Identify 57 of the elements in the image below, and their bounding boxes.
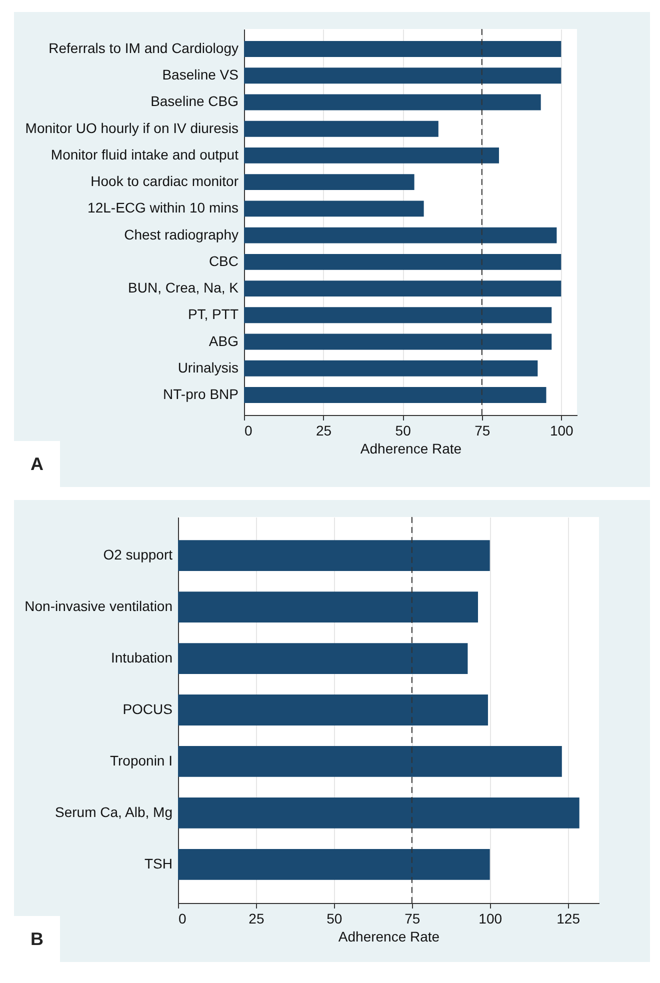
x-tick-label: 0: [178, 910, 186, 926]
y-tick-label: 12L-ECG within 10 mins: [88, 200, 238, 216]
bar: [178, 592, 478, 623]
y-tick-label: TSH: [144, 855, 172, 872]
bar: [244, 147, 499, 164]
bar: [244, 40, 562, 57]
y-tick-label: BUN, Crea, Na, K: [128, 280, 240, 296]
y-tick-label: Intubation: [111, 650, 172, 666]
x-tick-label: 75: [474, 422, 490, 438]
y-tick-label: ABG: [208, 332, 238, 349]
text: B: [14, 916, 60, 962]
x-tick-label: 100: [478, 910, 502, 926]
bar: [244, 68, 562, 84]
bar: [244, 227, 557, 244]
y-tick-label: CBC: [208, 252, 238, 269]
y-tick-label: Referrals to IM and Cardiology: [48, 40, 238, 56]
y-tick-label: Chest radiography: [124, 226, 238, 242]
y-tick-label: Monitor fluid intake and output: [50, 146, 239, 162]
x-tick-label: 0: [244, 422, 252, 438]
y-tick-label: PT, PTT: [188, 306, 239, 322]
y-tick-label: O2 support: [103, 546, 173, 563]
y-tick-label: NT-pro BNP: [163, 386, 238, 402]
y-tick-label: Baseline CBG: [150, 93, 238, 110]
bar: [178, 797, 580, 828]
y-tick-label: POCUS: [122, 701, 172, 717]
bar: [244, 120, 438, 137]
bar: [178, 643, 468, 674]
y-tick-label: Monitor UO hourly if on IV diuresis: [25, 120, 238, 136]
bar: [178, 746, 562, 777]
x-tick-label: 100: [550, 422, 574, 438]
bar: [244, 254, 562, 270]
x-tick-label: 125: [556, 910, 580, 926]
bar: [178, 694, 488, 726]
y-tick-label: Serum Ca, Alb, Mg: [55, 804, 172, 820]
bar: [244, 200, 424, 217]
bar: [244, 174, 414, 190]
bar: [244, 387, 546, 404]
bar: [244, 280, 562, 297]
y-tick-label: Hook to cardiac monitor: [90, 173, 239, 190]
bar: [178, 540, 490, 572]
x-axis-title: Adherence Rate: [360, 440, 462, 456]
bar: [244, 307, 552, 324]
y-tick-label: Non-invasive ventilation: [24, 598, 172, 614]
x-tick-label: 75: [404, 910, 420, 926]
x-tick-label: 25: [248, 910, 264, 926]
text: A: [14, 441, 60, 487]
y-tick-label: Urinalysis: [178, 359, 238, 376]
y-tick-label: Troponin I: [110, 752, 172, 768]
x-axis-title: Adherence Rate: [338, 928, 440, 944]
bar: [178, 848, 490, 880]
bar: [244, 360, 538, 376]
x-tick-label: 50: [326, 910, 342, 926]
x-tick-label: 25: [316, 422, 332, 438]
bar: [244, 94, 541, 110]
bar: [244, 334, 552, 350]
y-tick-label: Baseline VS: [162, 66, 238, 83]
x-tick-label: 50: [395, 422, 412, 438]
